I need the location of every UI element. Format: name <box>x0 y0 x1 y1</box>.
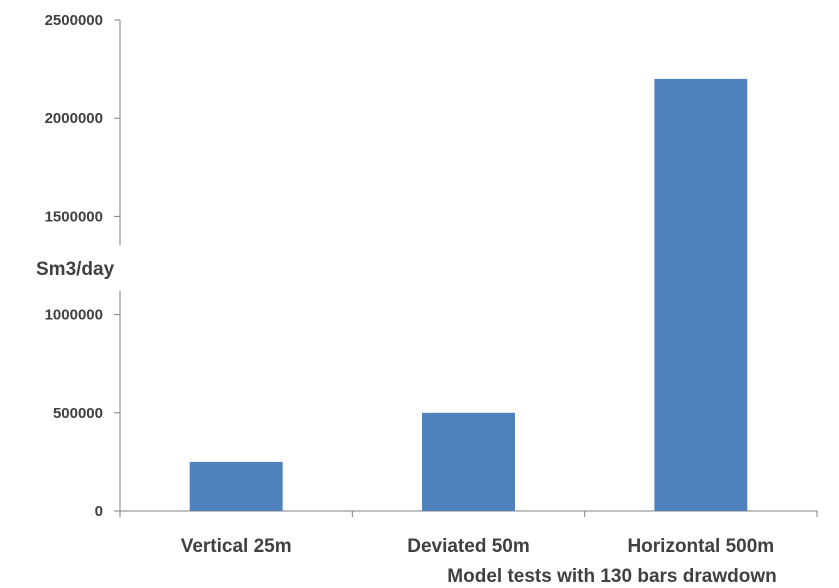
y-tick-labels: 0 500000 1000000 1500000 2000000 2500000 <box>45 12 103 520</box>
y-axis-title-background <box>30 245 134 291</box>
category-label: Deviated 50m <box>407 536 530 557</box>
category-label: Vertical 25m <box>181 536 292 557</box>
x-ticks <box>119 511 818 517</box>
y-tick-label: 2000000 <box>45 110 103 127</box>
bar-deviated-50m <box>422 412 515 511</box>
x-axis-title: Model tests with 130 bars drawdown <box>447 566 776 587</box>
bars <box>189 78 748 512</box>
bar-horizontal-500m <box>654 78 748 512</box>
category-label: Horizontal 500m <box>627 536 774 557</box>
y-tick-label: 1500000 <box>45 208 103 225</box>
y-tick-label: 500000 <box>53 405 103 422</box>
y-tick-label: 0 <box>95 503 103 520</box>
y-tick-label: 1000000 <box>45 307 103 324</box>
y-tick-label: 2500000 <box>45 12 103 29</box>
y-ticks <box>114 19 120 512</box>
x-axis <box>119 510 818 517</box>
category-labels: Vertical 25m Deviated 50m Horizontal 500m <box>181 536 775 557</box>
bar-vertical-25m <box>189 461 283 511</box>
y-axis-title: Sm3/day <box>36 259 115 280</box>
y-axis: 0 500000 1000000 1500000 2000000 2500000 <box>45 12 121 520</box>
